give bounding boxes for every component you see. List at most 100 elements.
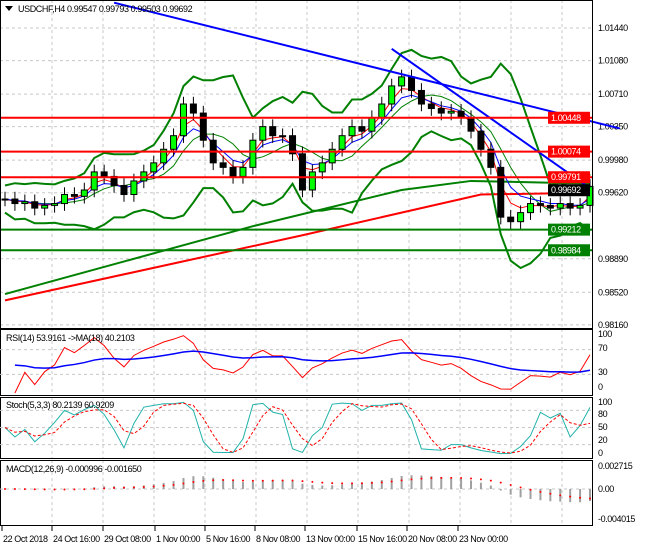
candle-body bbox=[467, 117, 475, 132]
level-label: 0.99212 bbox=[551, 225, 581, 235]
macd-signal-point bbox=[281, 479, 284, 482]
macd-tick: -0.004015 bbox=[598, 514, 635, 524]
price-tick-label: 0.98520 bbox=[598, 287, 628, 297]
candle-body bbox=[348, 126, 356, 137]
candle-body bbox=[41, 204, 49, 209]
macd-signal-point bbox=[261, 479, 264, 482]
candle-body bbox=[566, 203, 574, 209]
candle-body bbox=[150, 162, 158, 173]
bollinger-lower bbox=[4, 130, 591, 270]
candle-body bbox=[368, 117, 376, 132]
candle-body bbox=[160, 148, 168, 164]
macd-signal-point bbox=[212, 479, 215, 482]
candle-body bbox=[179, 103, 187, 137]
candle-body bbox=[507, 216, 515, 223]
stoch-main-line bbox=[4, 401, 591, 455]
candle-body bbox=[100, 171, 108, 177]
candle-body bbox=[408, 76, 416, 91]
price-tick-label: 0.99620 bbox=[598, 188, 628, 198]
macd-signal-point bbox=[311, 480, 314, 483]
macd-signal-point bbox=[589, 497, 591, 500]
level-label: 1.00074 bbox=[551, 147, 581, 157]
macd-signal-point bbox=[390, 480, 393, 483]
macd-signal-point bbox=[43, 488, 46, 491]
stoch-label: Stoch(5,3,3) 80.2139 60.9209 bbox=[6, 400, 114, 410]
time-label: 22 Oct 2018 bbox=[3, 534, 48, 544]
level-label-bg bbox=[548, 244, 590, 257]
candle-body bbox=[298, 153, 306, 191]
candle-body bbox=[447, 110, 455, 114]
price-tick-label: 1.00710 bbox=[598, 89, 628, 99]
rsi-tick: 100 bbox=[598, 329, 612, 339]
candle-body bbox=[517, 212, 525, 223]
stoch-tick: 20 bbox=[598, 435, 608, 445]
candle-body bbox=[427, 103, 435, 110]
candle-body bbox=[497, 166, 505, 218]
candle-body bbox=[80, 189, 88, 197]
candle-body bbox=[289, 135, 297, 155]
macd-signal-point bbox=[53, 488, 56, 491]
macd-tick: 0.00 bbox=[598, 484, 614, 494]
macd-signal-point bbox=[351, 482, 354, 485]
current-price-label: 0.99692 bbox=[551, 185, 581, 195]
candle-body bbox=[229, 166, 237, 177]
candle-body bbox=[378, 103, 386, 119]
candle-body bbox=[1, 198, 9, 201]
stoch-tick: 100 bbox=[598, 397, 612, 407]
macd-signal-point bbox=[499, 481, 502, 484]
macd-signal-point bbox=[132, 486, 135, 489]
macd-signal-point bbox=[13, 488, 16, 491]
candle-body bbox=[417, 89, 425, 105]
candle-body bbox=[556, 203, 564, 209]
macd-signal-point bbox=[519, 486, 522, 489]
macd-signal-point bbox=[202, 479, 205, 482]
candle-body bbox=[11, 198, 19, 205]
candle-body bbox=[576, 204, 584, 209]
stoch-tick: 50 bbox=[598, 422, 608, 432]
candle-body bbox=[130, 180, 138, 196]
candle-body bbox=[487, 148, 495, 168]
macd-signal-point bbox=[440, 476, 443, 479]
candle-body bbox=[457, 110, 465, 119]
macd-signal-point bbox=[450, 476, 453, 479]
candle-body bbox=[249, 139, 257, 168]
stoch-signal-line bbox=[4, 402, 591, 454]
candle-body bbox=[189, 103, 197, 114]
macd-signal-point bbox=[301, 480, 304, 483]
time-label: 13 Nov 00:00 bbox=[306, 534, 355, 544]
candle-body bbox=[328, 148, 336, 164]
macd-signal-point bbox=[479, 478, 482, 481]
macd-signal-point bbox=[162, 484, 165, 487]
chart-header: USDCHF,H4 0.99547 0.99793 0.99503 0.9969… bbox=[18, 4, 193, 14]
time-label: 29 Oct 08:00 bbox=[104, 534, 151, 544]
ma-mid-line bbox=[4, 179, 591, 296]
bollinger-middle bbox=[4, 94, 591, 212]
stoch-tick: 80 bbox=[598, 409, 608, 419]
time-label: 8 Nov 08:00 bbox=[256, 534, 301, 544]
macd-signal-point bbox=[380, 481, 383, 484]
macd-signal-point bbox=[579, 496, 582, 499]
candle-body bbox=[259, 126, 267, 141]
ma-long-line bbox=[4, 191, 591, 302]
stoch-tick: 0 bbox=[598, 448, 603, 458]
macd-signal-point bbox=[529, 488, 532, 491]
rsi-line bbox=[14, 335, 591, 394]
macd-signal-point bbox=[33, 488, 36, 491]
rsi-tick: 30 bbox=[598, 367, 608, 377]
bollinger-upper bbox=[4, 48, 591, 190]
candle-body bbox=[279, 135, 287, 138]
rsi-ma-line bbox=[14, 350, 591, 373]
macd-signal-point bbox=[370, 481, 373, 484]
candle-body bbox=[120, 184, 128, 196]
macd-signal-point bbox=[23, 488, 26, 491]
candle-body bbox=[219, 162, 227, 168]
trendline bbox=[113, 1, 620, 130]
macd-signal-point bbox=[559, 494, 562, 497]
macd-signal-point bbox=[73, 488, 76, 491]
candle-body bbox=[388, 85, 396, 105]
level-label-bg bbox=[548, 145, 590, 158]
candle-body bbox=[338, 135, 346, 150]
macd-signal-point bbox=[341, 482, 344, 485]
